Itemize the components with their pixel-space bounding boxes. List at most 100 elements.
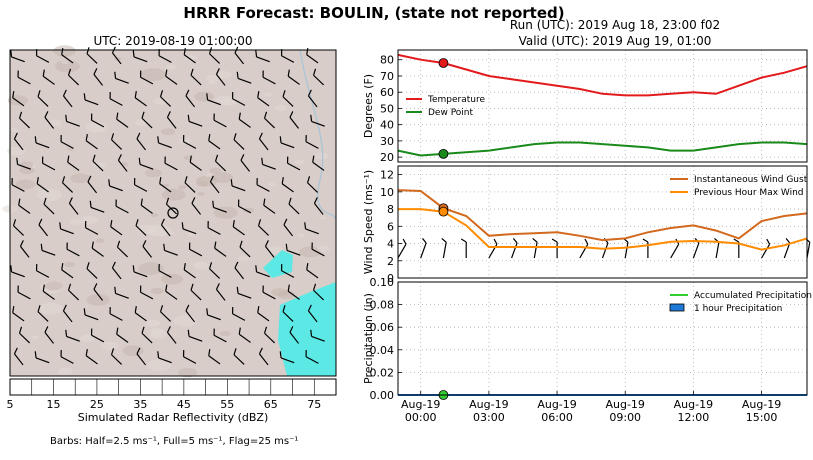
barb-shaft	[281, 183, 294, 193]
wind-barb	[240, 154, 251, 172]
barb-feather	[61, 262, 64, 270]
barb-shaft	[111, 267, 122, 280]
barb-shaft	[117, 160, 128, 172]
wind-barb	[115, 199, 129, 214]
wind-barb	[87, 175, 98, 194]
barb-feather	[310, 114, 313, 122]
wind-barb	[116, 240, 129, 258]
wind-barb-timeseries	[733, 238, 740, 258]
series-line	[397, 53, 808, 97]
barb-shaft	[761, 243, 771, 259]
barb-shaft	[239, 246, 251, 258]
barb-feather	[40, 243, 43, 251]
y-tick-label: 6	[387, 220, 394, 233]
terrain-shade	[162, 183, 169, 187]
barb-feather	[230, 179, 233, 186]
barb-shaft	[19, 332, 31, 344]
wind-barb	[312, 68, 325, 86]
wind-barb	[136, 132, 147, 151]
barb-shaft	[256, 271, 270, 278]
barb-shaft	[240, 160, 251, 172]
terrain-shade	[19, 166, 35, 175]
barb-shaft	[232, 313, 246, 321]
wind-barb	[114, 71, 129, 84]
wind-barb	[93, 68, 104, 86]
barb-shaft	[66, 335, 80, 342]
barb-feather	[280, 264, 283, 271]
barb-feather	[116, 327, 119, 335]
barb-shaft	[111, 52, 122, 65]
barb-feather	[289, 326, 294, 333]
y-tick-label: 8	[387, 203, 394, 216]
barb-feather	[231, 307, 234, 314]
x-tick-label: 03:00	[473, 411, 505, 424]
wind-barb	[282, 305, 294, 322]
barb-shaft	[262, 163, 276, 170]
wind-barb	[258, 347, 269, 366]
wind-barb	[187, 329, 203, 342]
wind-barb-timeseries	[579, 238, 589, 259]
barb-shaft	[115, 77, 129, 84]
barb-shaft	[13, 138, 24, 151]
barb-feather	[10, 50, 13, 57]
barb-shaft	[18, 204, 31, 214]
wind-barb	[142, 240, 153, 258]
terrain-shade	[299, 246, 321, 258]
colorbar-tick-label: 45	[177, 398, 191, 411]
series-line	[397, 141, 808, 157]
barb-feather	[208, 133, 211, 141]
wind-barb	[42, 69, 55, 85]
terrain-shade	[61, 60, 69, 65]
y-axis-label: Degrees (F)	[362, 74, 375, 138]
barb-shaft	[141, 332, 153, 344]
barb-shaft	[305, 356, 319, 364]
wind-barb	[109, 307, 123, 321]
barb-shaft	[213, 206, 227, 213]
barb-feather	[305, 350, 307, 357]
barb-feather	[187, 114, 190, 122]
barb-feather	[181, 222, 184, 229]
terrain-shade	[215, 95, 235, 106]
figure-title: HRRR Forecast: BOULIN, (state not report…	[183, 4, 565, 22]
barb-feather	[10, 265, 13, 272]
barb-feather	[86, 47, 90, 54]
wind-barb	[157, 136, 172, 149]
wind-barb	[138, 157, 154, 170]
barb-shaft	[289, 117, 300, 129]
wind-barb	[61, 262, 74, 279]
barb-feather	[213, 113, 215, 121]
barb-shaft	[307, 95, 318, 108]
barb-feather	[85, 133, 88, 141]
wind-barb	[261, 157, 276, 170]
barb-feather	[158, 264, 160, 271]
barb-shaft	[208, 355, 221, 365]
wind-barb	[42, 284, 55, 300]
wind-barb	[159, 90, 172, 107]
barb-shaft	[160, 311, 172, 322]
barb-shaft	[190, 74, 202, 86]
wind-barb	[279, 136, 295, 149]
barb-feather	[286, 156, 289, 164]
terrain-shade	[317, 245, 330, 252]
wind-barb	[264, 240, 275, 258]
wind-barb	[37, 305, 49, 322]
barb-feather	[134, 90, 137, 98]
barb-shaft	[238, 333, 251, 343]
barb-feather	[44, 111, 49, 118]
barb-shaft	[133, 271, 148, 278]
wind-barb	[306, 47, 319, 64]
barb-feather	[138, 157, 141, 165]
terrain-shade	[161, 128, 175, 136]
barb-shaft	[307, 182, 319, 193]
barb-shaft	[280, 142, 295, 149]
barb-shaft	[109, 313, 123, 321]
barb-feather	[257, 90, 260, 98]
wind-barb	[16, 157, 31, 170]
valid-time-label: Valid (UTC): 2019 Aug 19, 01:00	[518, 34, 712, 48]
barb-shaft	[36, 183, 49, 193]
wind-barb	[84, 221, 99, 235]
barb-shaft	[93, 289, 104, 301]
barb-shaft	[140, 204, 153, 214]
barb-feather	[182, 135, 185, 142]
barb-feather	[141, 111, 145, 119]
